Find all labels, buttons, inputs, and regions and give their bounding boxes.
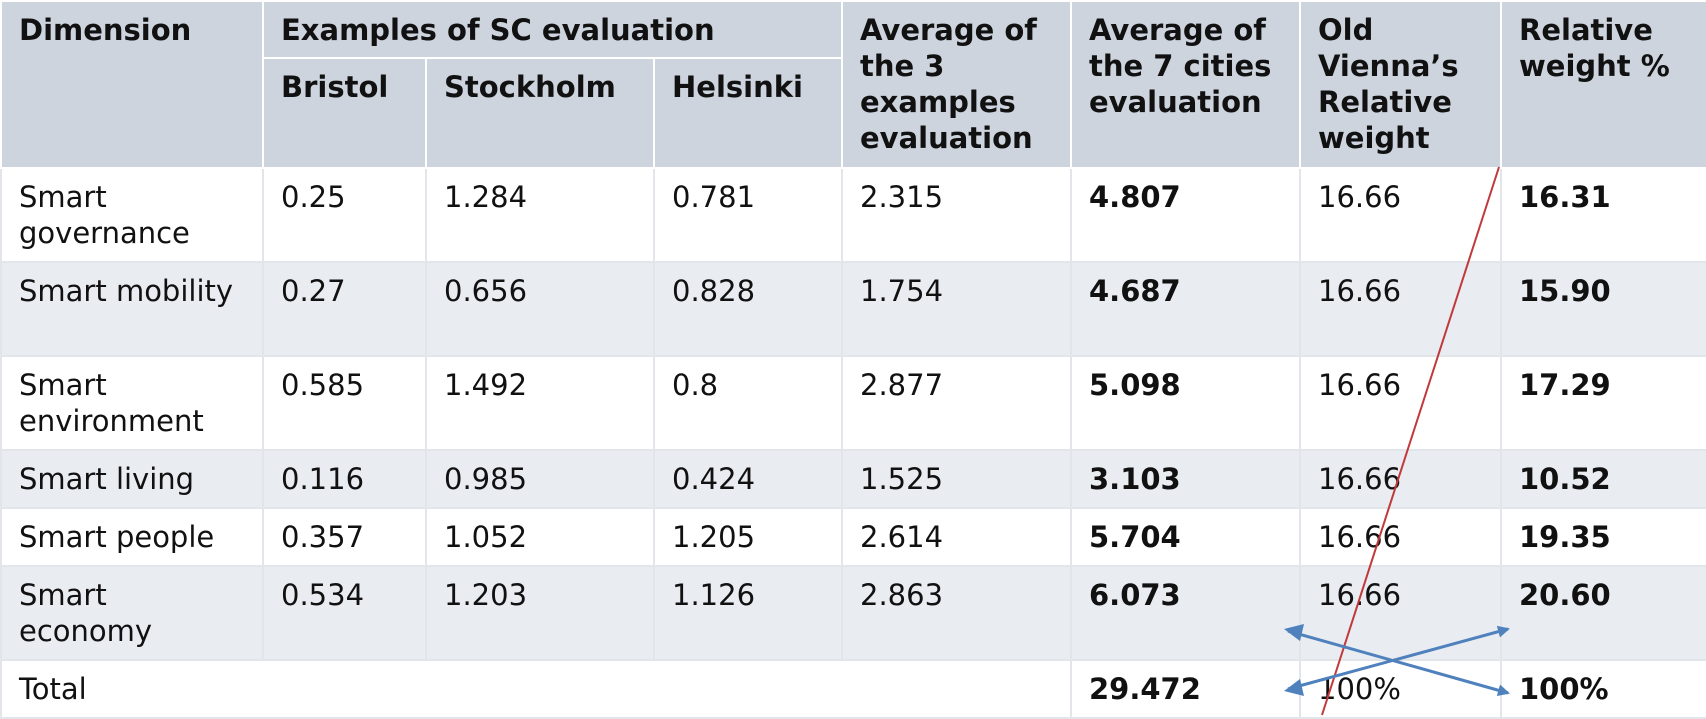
cell-helsinki: 1.205 [653, 507, 843, 567]
table-row: Smart governance 0.25 1.284 0.781 2.315 … [0, 167, 1706, 263]
cell-bristol: 0.585 [262, 355, 427, 451]
cell-stockholm: 1.284 [425, 167, 655, 263]
cell-avg7: 6.073 [1070, 565, 1301, 661]
total-old-weight: 100% [1299, 659, 1502, 719]
cell-stockholm: 1.203 [425, 565, 655, 661]
cell-stockholm: 1.492 [425, 355, 655, 451]
cell-dimension: Smart economy [0, 565, 264, 661]
header-avg3: Average of the 3 examples evaluation [841, 0, 1072, 169]
cell-avg7: 5.098 [1070, 355, 1301, 451]
cell-avg3: 2.614 [841, 507, 1072, 567]
header-relative-weight: Relative weight % [1500, 0, 1706, 169]
cell-dimension: Smart governance [0, 167, 264, 263]
total-label: Total [0, 659, 1072, 719]
cell-stockholm: 0.656 [425, 261, 655, 357]
table-row: Smart people 0.357 1.052 1.205 2.614 5.7… [0, 507, 1706, 567]
cell-helsinki: 0.828 [653, 261, 843, 357]
cell-bristol: 0.534 [262, 565, 427, 661]
cell-relative-weight: 17.29 [1500, 355, 1706, 451]
cell-old-weight: 16.66 [1299, 449, 1502, 509]
cell-dimension: Smart living [0, 449, 264, 509]
cell-helsinki: 1.126 [653, 565, 843, 661]
cell-old-weight: 16.66 [1299, 261, 1502, 357]
cell-avg3: 2.877 [841, 355, 1072, 451]
cell-dimension: Smart environment [0, 355, 264, 451]
cell-relative-weight: 16.31 [1500, 167, 1706, 263]
cell-bristol: 0.116 [262, 449, 427, 509]
cell-bristol: 0.27 [262, 261, 427, 357]
header-avg7: Average of the 7 cities evaluation [1070, 0, 1301, 169]
header-helsinki: Helsinki [653, 57, 843, 169]
cell-avg3: 1.525 [841, 449, 1072, 509]
header-examples: Examples of SC evaluation [262, 0, 843, 59]
header-old-weight: Old Vienna’s Relative weight [1299, 0, 1502, 169]
cell-avg3: 2.863 [841, 565, 1072, 661]
cell-dimension: Smart people [0, 507, 264, 567]
cell-old-weight: 16.66 [1299, 565, 1502, 661]
cell-stockholm: 1.052 [425, 507, 655, 567]
table-row: Smart living 0.116 0.985 0.424 1.525 3.1… [0, 449, 1706, 509]
cell-helsinki: 0.8 [653, 355, 843, 451]
cell-avg7: 5.704 [1070, 507, 1301, 567]
cell-old-weight: 16.66 [1299, 507, 1502, 567]
header-dimension: Dimension [0, 0, 264, 169]
cell-bristol: 0.357 [262, 507, 427, 567]
cell-avg7: 4.807 [1070, 167, 1301, 263]
cell-avg3: 1.754 [841, 261, 1072, 357]
cell-avg3: 2.315 [841, 167, 1072, 263]
total-row: Total 29.472 100% 100% [0, 659, 1706, 719]
cell-helsinki: 0.424 [653, 449, 843, 509]
cell-avg7: 4.687 [1070, 261, 1301, 357]
cell-avg7: 3.103 [1070, 449, 1301, 509]
cell-stockholm: 0.985 [425, 449, 655, 509]
table-row: Smart economy 0.534 1.203 1.126 2.863 6.… [0, 565, 1706, 661]
cell-bristol: 0.25 [262, 167, 427, 263]
cell-relative-weight: 15.90 [1500, 261, 1706, 357]
table-row: Smart mobility 0.27 0.656 0.828 1.754 4.… [0, 261, 1706, 357]
cell-relative-weight: 20.60 [1500, 565, 1706, 661]
cell-old-weight: 16.66 [1299, 355, 1502, 451]
cell-relative-weight: 10.52 [1500, 449, 1706, 509]
total-relative-weight: 100% [1500, 659, 1706, 719]
cell-relative-weight: 19.35 [1500, 507, 1706, 567]
cell-dimension: Smart mobility [0, 261, 264, 357]
total-avg7: 29.472 [1070, 659, 1301, 719]
cell-helsinki: 0.781 [653, 167, 843, 263]
cell-old-weight: 16.66 [1299, 167, 1502, 263]
header-stockholm: Stockholm [425, 57, 655, 169]
header-bristol: Bristol [262, 57, 427, 169]
table-row: Smart environment 0.585 1.492 0.8 2.877 … [0, 355, 1706, 451]
